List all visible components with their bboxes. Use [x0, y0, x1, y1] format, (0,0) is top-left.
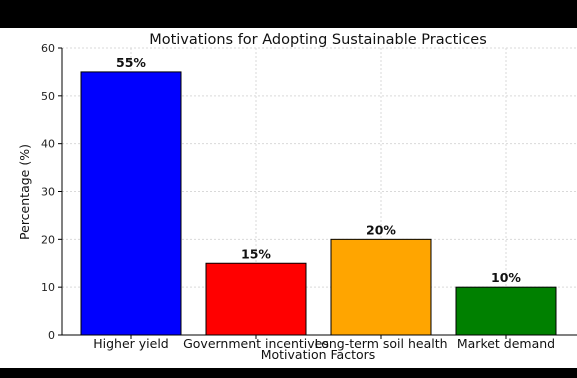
y-tick-label: 30 [41, 186, 55, 199]
bottom-black-band [0, 368, 577, 378]
bar-value-label: 20% [366, 222, 396, 237]
bar-higher-yield [80, 71, 182, 336]
y-tick-label: 60 [41, 42, 55, 55]
y-tick-label: 40 [41, 138, 55, 151]
y-axis-label: Percentage (%) [17, 144, 32, 240]
x-axis-label: Motivation Factors [261, 347, 376, 362]
bar-long-term-soil-health [330, 238, 432, 336]
x-tick-label: Market demand [457, 336, 555, 351]
x-tick-label: Long-term soil health [314, 336, 447, 351]
chart-title: Motivations for Adopting Sustainable Pra… [149, 32, 487, 48]
bar-market-demand [455, 286, 557, 336]
bar-value-label: 15% [241, 246, 271, 261]
x-tick-label: Government incentives [183, 336, 329, 351]
bars [80, 71, 557, 336]
bar-value-label: 55% [116, 55, 146, 70]
x-ticks: Higher yield Government incentivesLong-te… [93, 335, 555, 351]
value-labels: 55% 15% 20% 10% [116, 55, 521, 285]
y-tick-label: 0 [48, 329, 55, 342]
bar-government-incentives [205, 262, 307, 336]
y-tick-label: 20 [41, 233, 55, 246]
top-black-band [0, 0, 577, 28]
y-tick-label: 50 [41, 90, 55, 103]
x-tick-label: Higher yield [93, 336, 169, 351]
y-ticks: 0 10 20 30 40 50 60 [41, 42, 62, 342]
y-tick-label: 10 [41, 281, 55, 294]
bar-value-label: 10% [491, 270, 521, 285]
